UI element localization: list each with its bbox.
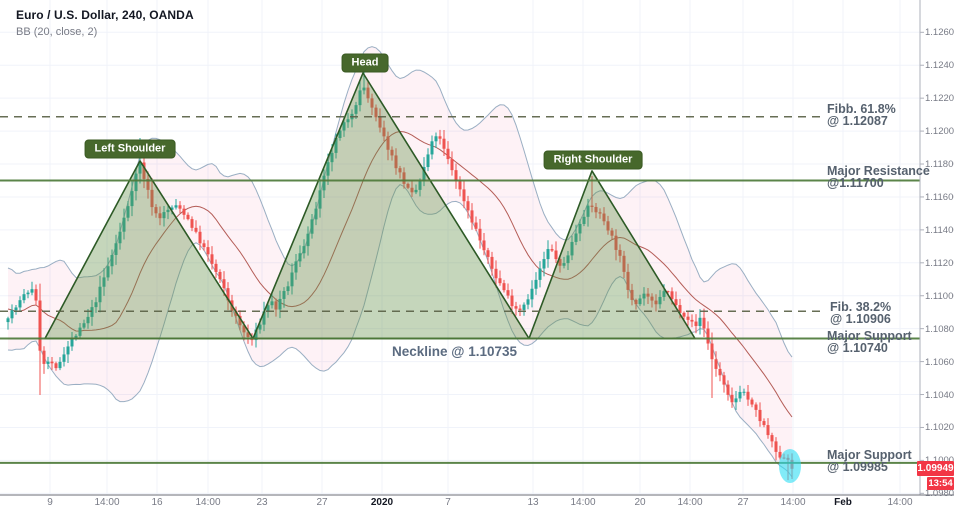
neckline-label[interactable]: Neckline @ 1.10735 xyxy=(392,344,517,359)
time-axis-label: 27 xyxy=(737,497,749,508)
time-axis-label: 14:00 xyxy=(94,497,120,508)
time-axis-label: Feb xyxy=(834,497,852,508)
level-label[interactable]: Major Support @ 1.09985 xyxy=(827,448,912,474)
price-axis-label: 1.10200 xyxy=(925,422,954,434)
time-axis-label: 14:00 xyxy=(780,497,806,508)
time-axis-label: 27 xyxy=(316,497,328,508)
level-label[interactable]: Fib. 38.2% @ 1.10906 xyxy=(830,300,892,326)
time-axis-label: 2020 xyxy=(370,497,394,508)
bar-countdown-badge: 13:54 xyxy=(927,477,954,491)
price-axis-label: 1.10400 xyxy=(925,389,954,401)
indicator-legend[interactable]: BB (20, close, 2) xyxy=(16,26,98,38)
time-axis-label: 23 xyxy=(256,497,268,508)
level-label[interactable]: Major Support @ 1.10740 xyxy=(827,329,912,355)
time-axis-label: 20 xyxy=(634,497,646,508)
time-axis-label: 14:00 xyxy=(570,497,596,508)
pattern-badge[interactable]: Left Shoulder xyxy=(84,139,176,159)
price-axis-label: 1.11800 xyxy=(925,159,954,171)
time-axis-label: 14:00 xyxy=(887,497,913,508)
price-axis-label: 1.12200 xyxy=(925,93,954,105)
price-axis-label: 1.10800 xyxy=(925,323,954,335)
price-axis-label: 1.11400 xyxy=(925,224,954,236)
chart-legend: Euro / U.S. Dollar, 240, OANDA BB (20, c… xyxy=(16,8,194,38)
price-axis-label: 1.10000 xyxy=(925,455,954,466)
last-price-badge: 1.09949 xyxy=(917,461,954,477)
time-scale[interactable]: 9 14:00 16 14:00 23 27 2020 7 13 14:00 20 14:00 27 14… xyxy=(0,497,954,512)
price-axis-label: 1.11600 xyxy=(925,191,954,203)
time-axis-label: 13 xyxy=(527,497,539,508)
price-axis-label: 1.12600 xyxy=(925,27,954,39)
price-scale[interactable]: 1.12600 1.12400 1.12200 1.12000 1.11800 1.116… xyxy=(920,0,954,499)
time-axis-label: 7 xyxy=(445,497,451,508)
pattern-badge[interactable]: Head xyxy=(341,53,389,73)
level-label[interactable]: Major Resistance @1.11700 xyxy=(827,164,930,190)
time-axis-label: 14:00 xyxy=(677,497,703,508)
price-axis-label: 1.10600 xyxy=(925,356,954,368)
time-axis-label: 14:00 xyxy=(195,497,221,508)
price-axis-label: 1.11000 xyxy=(925,290,954,302)
price-axis-label: 1.12000 xyxy=(925,126,954,138)
price-axis-label: 1.11200 xyxy=(925,257,954,269)
breakdown-highlight[interactable] xyxy=(779,449,801,483)
time-axis-label: 9 xyxy=(47,497,53,508)
symbol-title[interactable]: Euro / U.S. Dollar, 240, OANDA xyxy=(16,8,194,22)
price-axis-label: 1.12400 xyxy=(925,60,954,72)
pattern-badge[interactable]: Right Shoulder xyxy=(543,150,643,170)
level-label[interactable]: Fibb. 61.8% @ 1.12087 xyxy=(827,102,896,128)
time-axis-label: 16 xyxy=(151,497,163,508)
price-axis-label: 1.09800 xyxy=(925,488,954,500)
